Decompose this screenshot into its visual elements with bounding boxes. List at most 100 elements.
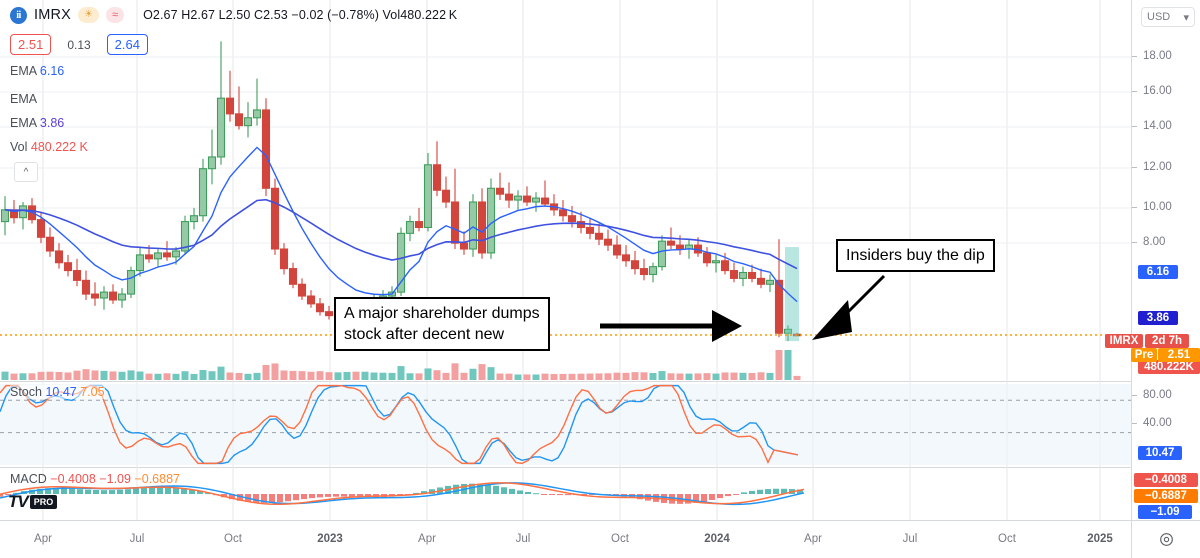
session-sun-icon[interactable]: ☀ [78, 7, 100, 23]
candle [261, 98, 271, 197]
volume-bar [595, 373, 603, 380]
volume-bar [55, 371, 63, 380]
macd-histogram-bar [61, 488, 67, 494]
macd-histogram-bar [237, 494, 243, 501]
macd-histogram-bar [421, 491, 427, 494]
price-pill-countdown[interactable]: 2d 7h [1145, 334, 1189, 348]
volume-bar [667, 373, 675, 380]
volume-bar [91, 370, 99, 380]
candle [513, 190, 523, 210]
price-pill-macd-2[interactable]: −0.6887 [1134, 489, 1198, 503]
currency-selector[interactable]: USD ▾ [1141, 7, 1195, 27]
volume-bar [568, 373, 576, 380]
candle [72, 258, 82, 287]
bid-price-chip[interactable]: 2.51 [10, 34, 52, 55]
price-pill-premarket-tag[interactable]: Pre [1131, 348, 1157, 362]
candle [711, 254, 721, 273]
clock-icon[interactable] [1131, 521, 1200, 558]
macd-histogram-bar [45, 488, 51, 494]
macd-histogram-bar [101, 490, 107, 494]
volume-bar [604, 373, 612, 380]
candle [234, 86, 244, 130]
macd-histogram-bar [493, 485, 499, 494]
macd-histogram-bar [0, 494, 3, 497]
volume-bar [523, 374, 531, 380]
macd-histogram-bar [453, 484, 459, 494]
macd-histogram-bar [533, 493, 539, 495]
macd-histogram-bar [117, 489, 123, 494]
annotation-insiders-buy[interactable]: Insiders buy the dip [836, 239, 995, 272]
legend-ema-3[interactable]: EMA 3.86 [10, 116, 64, 130]
volume-bar [757, 372, 765, 380]
volume-bar [505, 373, 513, 380]
time-axis-label: Jul [129, 533, 145, 545]
macd-histogram-bar [165, 486, 171, 494]
pane-separator-macd [0, 467, 1131, 468]
legend-macd[interactable]: MACD −0.4008 −1.09 −0.6887 [10, 472, 180, 486]
price-axis[interactable]: USD ▾ 18.00 16.00 14.00 12.00 10.00 8.00 80.00… [1105, 0, 1200, 520]
macd-signal-line [0, 482, 805, 506]
candle [468, 194, 478, 257]
macd-histogram-bar [773, 488, 779, 494]
session-wave-icon[interactable]: ≈ [106, 7, 125, 23]
volume-bar [370, 372, 378, 380]
macd-histogram-bar [13, 492, 19, 494]
price-pill-macd-3[interactable]: −1.09 [1138, 505, 1192, 519]
volume-bar [145, 373, 153, 380]
stoch-d-line [0, 384, 799, 465]
macd-histogram-bar [85, 489, 91, 494]
volume-bar [676, 373, 684, 380]
price-pill-stoch[interactable]: 10.47 [1138, 446, 1182, 460]
annotation-shareholder-dump[interactable]: A major shareholder dumps stock after de… [334, 297, 550, 351]
macd-histogram-bar [781, 488, 787, 494]
price-pill-ema-fast[interactable]: 6.16 [1138, 265, 1178, 279]
symbol-ticker[interactable]: IMRX [34, 7, 72, 23]
ema-fast-line [4, 146, 798, 303]
volume-bar [172, 373, 180, 380]
macd-histogram-bar [229, 494, 235, 500]
volume-bar [559, 373, 567, 380]
macd-histogram-bar [725, 494, 731, 497]
volume-bar [199, 370, 207, 380]
candle [414, 207, 424, 232]
price-pill-volume[interactable]: 480.222K [1138, 360, 1200, 374]
chevron-up-icon[interactable]: ^ [14, 162, 38, 182]
legend-ema-2[interactable]: EMA [10, 92, 37, 106]
price-pill-macd-1[interactable]: −0.4008 [1134, 473, 1198, 487]
macd-histogram-bar [541, 494, 547, 495]
candle [495, 172, 505, 201]
volume-bar [478, 364, 486, 380]
macd-histogram-bar [589, 494, 595, 495]
legend-ema-1[interactable]: EMA 6.16 [10, 64, 64, 78]
candle [81, 270, 91, 300]
macd-histogram-bar [317, 494, 323, 498]
price-pill-ema-slow[interactable]: 3.86 [1138, 311, 1178, 325]
volume-bar [154, 373, 162, 380]
legend-volume[interactable]: Vol 480.222 K [10, 140, 88, 154]
volume-bar [793, 375, 801, 380]
macd-histogram-bar [741, 492, 747, 494]
ask-price-chip[interactable]: 2.64 [106, 34, 148, 55]
macd-histogram-bar [277, 494, 283, 503]
macd-histogram-bar [517, 490, 523, 494]
candle [774, 239, 784, 338]
candle [441, 176, 451, 208]
candle [765, 274, 775, 293]
volume-bar [640, 372, 648, 380]
volume-bar [289, 370, 297, 380]
time-axis[interactable]: Apr Jul Oct 2023 Apr Jul Oct 2024 Apr Jul Oct 2025 [0, 520, 1200, 558]
legend-stochastic[interactable]: Stoch 10.47 7.05 [10, 385, 105, 399]
macd-histogram-bar [669, 494, 675, 504]
price-pill-symbol-tag[interactable]: IMRX [1105, 334, 1143, 348]
macd-histogram-bar [37, 488, 43, 494]
price-pill-premarket-price[interactable]: 2.51 [1158, 348, 1200, 362]
ohlc-readout: O2.67 H2.67 L2.50 C2.53 −0.02 (−0.78%) V… [143, 8, 458, 22]
candle [639, 258, 649, 281]
price-chart-canvas[interactable] [0, 0, 1131, 520]
candle [522, 186, 532, 206]
volume-bar [469, 368, 477, 380]
candle [0, 196, 10, 236]
candle [450, 168, 460, 250]
macd-histogram-bar [93, 489, 99, 494]
candle [90, 282, 100, 306]
